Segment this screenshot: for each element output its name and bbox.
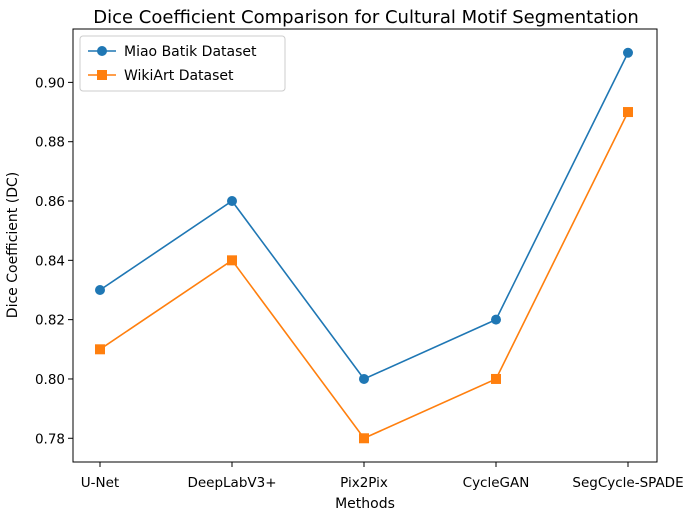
series-line-miao-batik-dataset (99, 52, 629, 380)
y-tick-label: 0.90 (35, 75, 65, 91)
x-axis-title: Methods (335, 496, 395, 512)
data-point-miao-batik-dataset (623, 47, 633, 58)
y-tick-label: 0.84 (35, 253, 65, 269)
y-tick-label: 0.86 (35, 194, 65, 210)
series-line-wikiart-dataset (99, 111, 629, 440)
y-tick-label: 0.82 (35, 313, 65, 329)
series-layer (95, 47, 633, 444)
y-axis: 0.78 0.80 0.82 0.84 0.86 0.88 0.90 (35, 75, 73, 447)
legend-label-wikiart: WikiArt Dataset (124, 68, 234, 84)
x-tick-label: CycleGAN (463, 475, 530, 491)
x-tick-label: SegCycle-SPADE (572, 475, 683, 491)
data-point-wikiart-dataset (491, 373, 501, 384)
data-point-wikiart-dataset (227, 255, 237, 266)
y-tick-label: 0.88 (35, 135, 65, 151)
y-tick-label: 0.80 (35, 372, 65, 388)
legend-box (79, 35, 286, 92)
y-axis-title: Dice Coefficient (DC) (5, 172, 21, 318)
x-tick-label: Pix2Pix (340, 475, 388, 491)
data-point-miao-batik-dataset (359, 373, 369, 384)
data-point-miao-batik-dataset (227, 196, 237, 207)
x-axis: U-Net DeepLabV3+ Pix2Pix CycleGAN SegCycle-S… (81, 462, 684, 491)
data-point-wikiart-dataset (359, 433, 369, 444)
y-tick-label: 0.78 (35, 431, 65, 447)
legend-marker-wikiart (97, 70, 107, 80)
legend-marker-miao-batik (97, 46, 107, 56)
x-tick-label: U-Net (81, 475, 119, 491)
data-point-wikiart-dataset (623, 107, 633, 118)
chart-title: Dice Coefficient Comparison for Cultural… (93, 7, 639, 28)
legend-item-miao-batik: Miao Batik Dataset (88, 44, 257, 60)
x-tick-label: DeepLabV3+ (187, 475, 276, 491)
legend: Miao Batik Dataset WikiArt Dataset (79, 35, 286, 92)
data-point-miao-batik-dataset (491, 314, 501, 325)
plot-area-frame (72, 28, 658, 463)
legend-label-miao-batik: Miao Batik Dataset (124, 44, 257, 60)
data-point-miao-batik-dataset (95, 284, 105, 295)
legend-item-wikiart: WikiArt Dataset (88, 68, 234, 84)
data-point-wikiart-dataset (95, 344, 105, 355)
